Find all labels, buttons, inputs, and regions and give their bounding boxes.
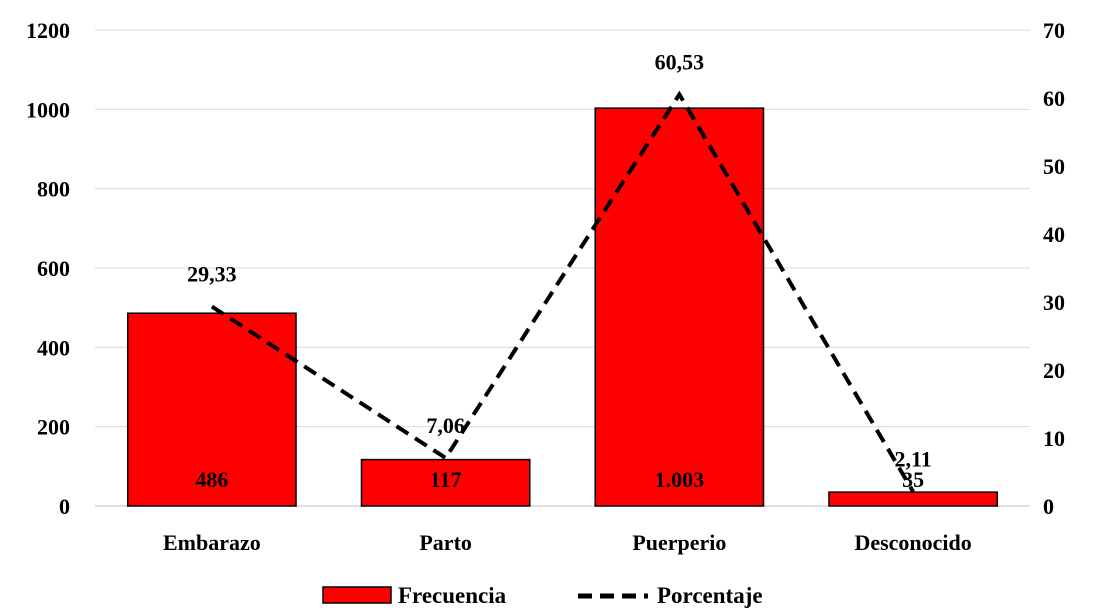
bar: [594, 107, 765, 507]
left-tick-label: 1200: [26, 18, 70, 43]
right-tick-label: 30: [1043, 290, 1065, 315]
category-label: Desconocido: [854, 530, 971, 555]
left-tick-label: 400: [37, 335, 70, 360]
bar-data-label: 35: [902, 467, 924, 492]
line-data-label: 2,11: [894, 447, 931, 472]
line-group: 29,33 7,06 60,53 2,11: [187, 49, 932, 493]
left-tick-label: 200: [37, 415, 70, 440]
legend-swatch-frecuencia: [322, 586, 392, 604]
bar: [828, 491, 999, 507]
bar-data-label: 486: [195, 467, 228, 492]
bars-group: 486 117 1.003 35: [126, 107, 999, 507]
right-axis: 0 10 20 30 40 50 60 70: [1043, 18, 1065, 519]
right-tick-label: 10: [1043, 426, 1065, 451]
bar: [360, 458, 531, 507]
line-data-label: 60,53: [655, 49, 705, 74]
left-tick-label: 600: [37, 256, 70, 281]
category-label: Embarazo: [163, 530, 261, 555]
legend-label-porcentaje: Porcentaje: [657, 583, 763, 608]
left-tick-label: 800: [37, 177, 70, 202]
right-tick-label: 0: [1043, 494, 1054, 519]
left-axis: 0 200 400 600 800 1000 1200: [26, 18, 70, 519]
left-tick-label: 1000: [26, 97, 70, 122]
series-line-porcentaje: [210, 90, 915, 493]
right-tick-label: 40: [1043, 222, 1065, 247]
left-tick-label: 0: [59, 494, 70, 519]
bar-data-label: 1.003: [655, 467, 705, 492]
x-axis: Embarazo Parto Puerperio Desconocido: [163, 530, 972, 555]
legend: Frecuencia Porcentaje: [322, 583, 763, 608]
right-tick-label: 60: [1043, 86, 1065, 111]
category-label: Puerperio: [632, 530, 726, 555]
bar: [126, 312, 297, 507]
right-tick-label: 50: [1043, 154, 1065, 179]
bar-data-label: 117: [430, 467, 462, 492]
line-data-label: 7,06: [426, 413, 465, 438]
legend-label-frecuencia: Frecuencia: [398, 583, 507, 608]
line-data-label: 29,33: [187, 262, 237, 287]
right-tick-label: 20: [1043, 358, 1065, 383]
right-tick-label: 70: [1043, 18, 1065, 43]
category-label: Parto: [419, 530, 472, 555]
